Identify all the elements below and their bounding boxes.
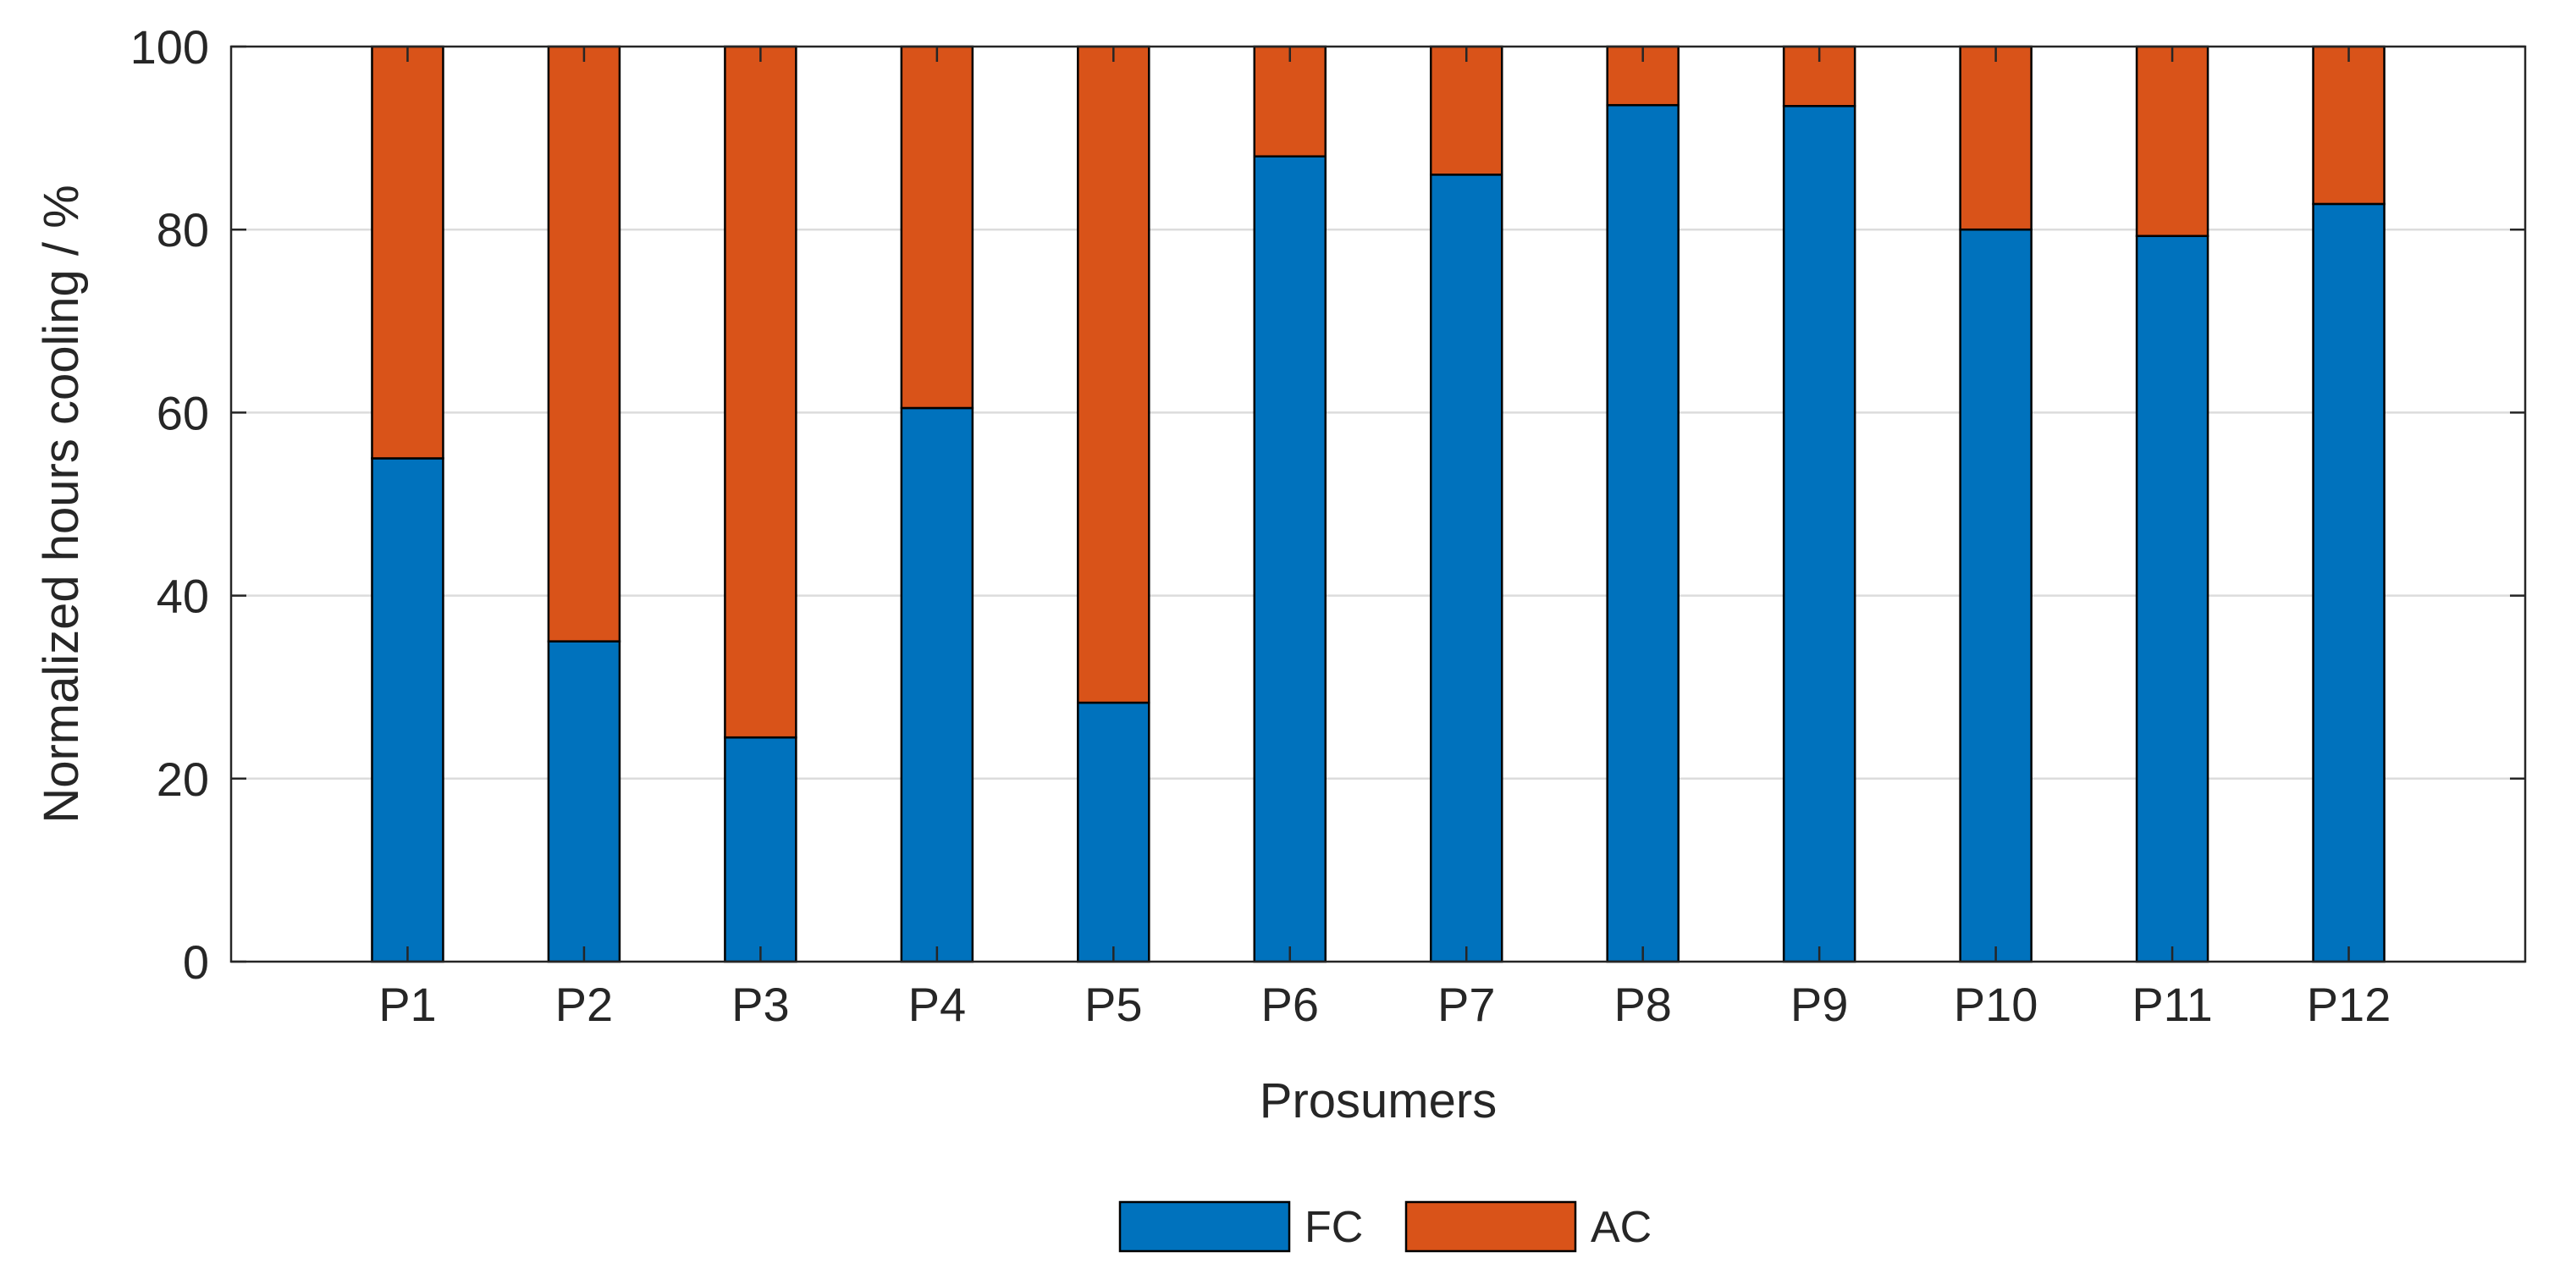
x-tick-label-p2: P2 — [555, 978, 614, 1031]
bar-ac-p11 — [2135, 45, 2209, 238]
bars — [371, 45, 2386, 963]
bar-ac-p12 — [2312, 45, 2386, 206]
y-tick-label: 20 — [157, 753, 209, 806]
x-tick-label-p6: P6 — [1261, 978, 1320, 1031]
bar-ac-p7 — [1429, 45, 1503, 176]
bar-fc-p9 — [1782, 105, 1856, 963]
bar-fc-p4 — [900, 406, 974, 963]
bar-fc-p2 — [547, 640, 621, 963]
bar-ac-p10 — [1959, 45, 2033, 231]
legend-label-fc: FC — [1305, 1203, 1363, 1252]
bar-fc-p8 — [1606, 103, 1680, 963]
bar-ac-p4 — [900, 45, 974, 410]
x-tick-labels: P1 P2 P3 P4 P5 P6 P7 P8 P9 P10 P11 P12 — [378, 978, 2391, 1031]
x-axis-label: Prosumers — [1260, 1073, 1497, 1128]
x-tick-label-p1: P1 — [378, 978, 437, 1031]
x-tick-label-p10: P10 — [1954, 978, 2038, 1031]
x-tick-label-p3: P3 — [731, 978, 790, 1031]
x-tick-label-p7: P7 — [1437, 978, 1496, 1031]
legend-swatch-fc — [1118, 1200, 1291, 1253]
y-axis-label: Normalized hours cooling / % — [34, 185, 89, 823]
x-tick-label-p12: P12 — [2307, 978, 2391, 1031]
legend-label-ac: AC — [1591, 1203, 1652, 1252]
legend-swatch-ac — [1404, 1200, 1577, 1253]
bar-fc-p5 — [1077, 701, 1150, 963]
x-tick-label-p5: P5 — [1084, 978, 1143, 1031]
bar-fc-p7 — [1429, 174, 1503, 963]
bar-fc-p12 — [2312, 202, 2386, 963]
y-tick-label: 60 — [157, 386, 209, 439]
y-tick-labels: 0 20 40 60 80 100 — [130, 20, 209, 989]
bar-fc-p11 — [2135, 234, 2209, 963]
bar-fc-p6 — [1253, 155, 1327, 963]
x-tick-label-p8: P8 — [1613, 978, 1672, 1031]
plot-frame — [229, 45, 2527, 963]
y-tick-label: 0 — [183, 935, 209, 989]
y-tick-label: 100 — [130, 20, 209, 74]
bar-ac-p5 — [1077, 45, 1150, 704]
y-tick-label: 40 — [157, 570, 209, 623]
bar-fc-p3 — [724, 736, 797, 963]
bar-ac-p1 — [371, 45, 444, 460]
axis-ticks — [231, 45, 2525, 963]
bar-fc-p1 — [371, 457, 444, 963]
x-tick-label-p4: P4 — [908, 978, 967, 1031]
bar-ac-p6 — [1253, 45, 1327, 157]
bar-fc-p10 — [1959, 228, 2033, 963]
x-tick-label-p9: P9 — [1790, 978, 1849, 1031]
bar-ac-p3 — [724, 45, 797, 739]
x-tick-label-p11: P11 — [2132, 978, 2212, 1031]
legend: FC AC — [1118, 1200, 1652, 1253]
y-tick-label: 80 — [157, 203, 209, 256]
bar-ac-p2 — [547, 45, 621, 642]
